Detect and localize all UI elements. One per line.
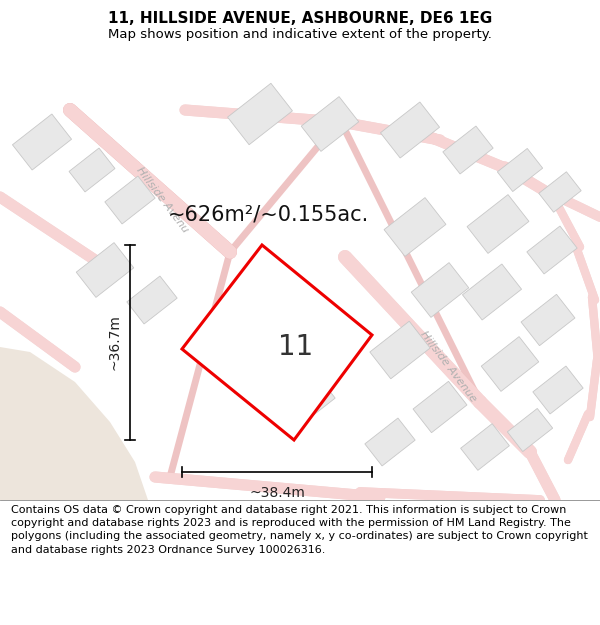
- Polygon shape: [539, 172, 581, 212]
- Polygon shape: [365, 418, 415, 466]
- Polygon shape: [301, 97, 359, 151]
- Text: 11, HILLSIDE AVENUE, ASHBOURNE, DE6 1EG: 11, HILLSIDE AVENUE, ASHBOURNE, DE6 1EG: [108, 11, 492, 26]
- Polygon shape: [105, 176, 155, 224]
- Polygon shape: [533, 366, 583, 414]
- Polygon shape: [218, 347, 266, 393]
- Text: ~38.4m: ~38.4m: [249, 486, 305, 500]
- Polygon shape: [413, 381, 467, 432]
- Polygon shape: [13, 114, 71, 170]
- Text: Hillside Avenu: Hillside Avenu: [134, 166, 190, 234]
- Polygon shape: [370, 321, 430, 379]
- Polygon shape: [481, 337, 539, 391]
- Text: ~626m²/~0.155ac.: ~626m²/~0.155ac.: [168, 204, 369, 224]
- Text: Hillside Avenue: Hillside Avenue: [418, 329, 478, 404]
- Polygon shape: [285, 376, 335, 424]
- Text: Map shows position and indicative extent of the property.: Map shows position and indicative extent…: [108, 28, 492, 41]
- Polygon shape: [229, 268, 275, 312]
- Polygon shape: [182, 245, 372, 440]
- Polygon shape: [527, 226, 577, 274]
- Polygon shape: [411, 262, 469, 318]
- Text: Contains OS data © Crown copyright and database right 2021. This information is : Contains OS data © Crown copyright and d…: [11, 505, 587, 554]
- Polygon shape: [69, 148, 115, 192]
- Polygon shape: [127, 276, 177, 324]
- Polygon shape: [508, 409, 553, 451]
- Polygon shape: [461, 424, 509, 471]
- Polygon shape: [384, 198, 446, 256]
- Polygon shape: [227, 83, 292, 145]
- Polygon shape: [380, 102, 440, 158]
- Polygon shape: [467, 194, 529, 253]
- Polygon shape: [76, 242, 134, 298]
- Polygon shape: [463, 264, 521, 320]
- Text: 11: 11: [278, 333, 313, 361]
- Polygon shape: [497, 149, 542, 191]
- Text: ~36.7m: ~36.7m: [108, 314, 122, 371]
- Polygon shape: [521, 294, 575, 346]
- Polygon shape: [0, 347, 148, 500]
- Polygon shape: [443, 126, 493, 174]
